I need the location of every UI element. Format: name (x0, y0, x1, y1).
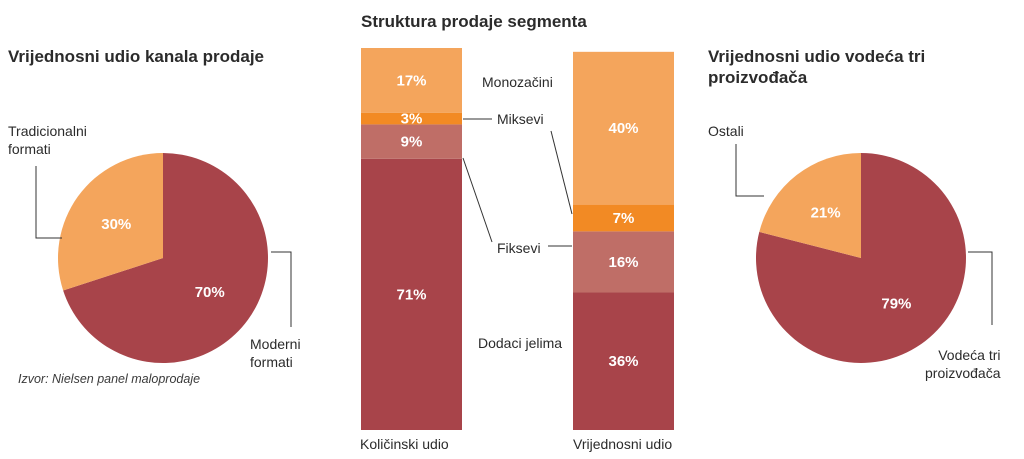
pie2-label-vodeca-line2: proizvođača (925, 365, 1001, 381)
legend-dodaci-jelima: Dodaci jelima (478, 335, 563, 351)
pie1-label-modern-line1: Moderni (250, 336, 301, 352)
pie1-title: Vrijednosni udio kanala prodaje (8, 47, 265, 66)
bar2-segment-label-0: 36% (608, 353, 638, 370)
pie1-slice-label-1: 30% (101, 216, 131, 233)
bar2-segment-label-2: 7% (613, 210, 635, 227)
bar2-category-label: Vrijednosni udio (573, 436, 673, 452)
legend-fiksevi-leader (462, 157, 493, 243)
legend-miksevi-connector (550, 130, 573, 215)
bar2-segment-label-1: 16% (608, 254, 638, 271)
bar2-segment-0 (573, 292, 674, 430)
pie1-label-traditional-line2: formati (8, 141, 51, 157)
pie1-label-modern: Moderni formati (250, 335, 301, 371)
source-note: Izvor: Nielsen panel maloprodaje (18, 372, 201, 386)
bar2-segment-3 (573, 51, 674, 205)
pie1-slice-1 (58, 153, 163, 291)
pie1-trad-leader (35, 166, 62, 239)
pie2-label-vodeca-line1: Vodeća tri (938, 347, 1001, 363)
bar1-segment-label-2: 3% (401, 111, 423, 128)
bars-title: Struktura prodaje segmenta (361, 12, 587, 31)
legend-monozacini: Monozačini (482, 74, 553, 90)
pie1-label-traditional-line1: Tradicionalni (8, 123, 87, 139)
bar1-segment-label-0: 71% (396, 286, 426, 303)
bar1-segment-label-3: 17% (396, 72, 426, 89)
pie2-label-ostali: Ostali (708, 123, 744, 139)
bar2-segment-1 (573, 231, 674, 293)
pie2-label-vodeca: Vodeća tri proizvođača (925, 346, 1001, 382)
pie1-slice-label-0: 70% (195, 284, 225, 301)
pie2-title: Vrijednosni udio vodeća tri proizvođača (708, 46, 925, 88)
pie2-slice-1 (759, 153, 861, 258)
pie2-slice-label-0: 79% (881, 296, 911, 313)
bar1-segment-label-1: 9% (401, 134, 423, 151)
pie2-slice-label-1: 21% (811, 204, 841, 221)
pie1-modern-leader (271, 251, 292, 327)
pie2-slice-0 (756, 153, 966, 363)
pie1-label-modern-line2: formati (250, 354, 293, 370)
pie1-label-traditional: Tradicionalni formati (8, 122, 87, 158)
legend-fiksevi: Fiksevi (497, 240, 541, 256)
legend-miksevi: Miksevi (497, 111, 544, 127)
pie2-title-line1: Vrijednosni udio vodeća tri (708, 47, 926, 66)
bar1-category-label: Količinski udio (360, 436, 449, 452)
bar2-segment-label-3: 40% (608, 120, 638, 137)
pie1-slice-0 (63, 153, 268, 364)
bar1-segment-1 (361, 124, 462, 159)
bar2-segment-2 (573, 204, 674, 232)
pie2-vodeca-leader (968, 251, 993, 325)
bar1-segment-3 (361, 48, 462, 113)
bar1-segment-0 (361, 158, 462, 430)
pie2-ostali-leader (735, 144, 764, 197)
pie2-title-line2: proizvođača (708, 68, 808, 87)
bar1-segment-2 (361, 112, 462, 125)
